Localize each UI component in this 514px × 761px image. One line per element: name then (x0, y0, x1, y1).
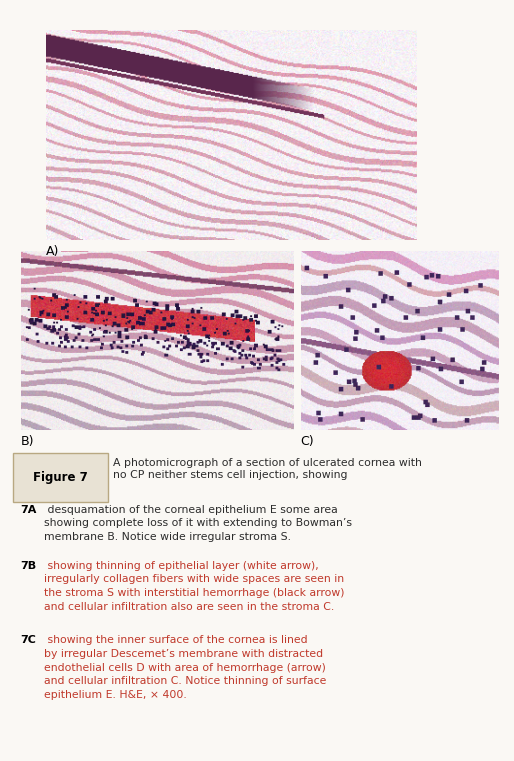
Text: showing the inner surface of the cornea is lined
by irregular Descemet’s membran: showing the inner surface of the cornea … (44, 635, 326, 700)
Text: 7C: 7C (21, 635, 36, 645)
Text: A photomicrograph of a section of ulcerated cornea with: A photomicrograph of a section of ulcera… (113, 458, 422, 468)
Text: C): C) (301, 435, 315, 448)
Text: desquamation of the corneal epithelium E some area
showing complete loss of it w: desquamation of the corneal epithelium E… (44, 505, 352, 542)
Text: A): A) (46, 245, 60, 258)
Text: Figure 7: Figure 7 (33, 471, 87, 484)
Text: 7B: 7B (21, 561, 36, 571)
Text: 7A: 7A (21, 505, 37, 514)
Text: showing thinning of epithelial layer (white arrow),
irregularly collagen fibers : showing thinning of epithelial layer (wh… (44, 561, 344, 612)
Text: B): B) (21, 435, 34, 448)
Text: no CP neither stems cell injection, showing: no CP neither stems cell injection, show… (113, 470, 347, 480)
